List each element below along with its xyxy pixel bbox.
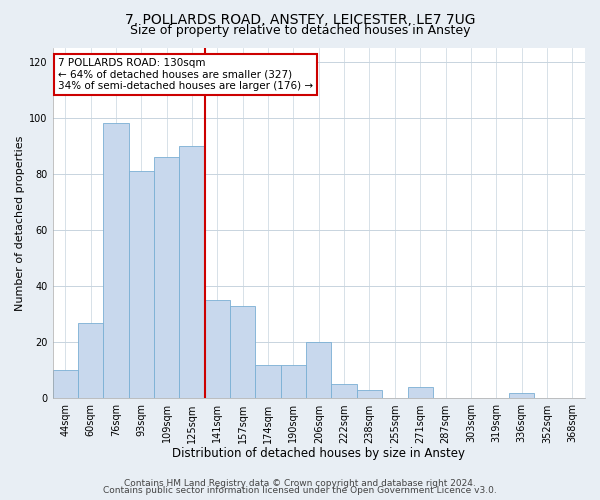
Bar	[78, 322, 103, 398]
Bar	[256, 365, 281, 398]
Bar	[103, 124, 128, 398]
Bar	[179, 146, 205, 399]
Text: Contains HM Land Registry data © Crown copyright and database right 2024.: Contains HM Land Registry data © Crown c…	[124, 478, 476, 488]
Bar	[281, 365, 306, 398]
Bar	[407, 387, 433, 398]
Text: Contains public sector information licensed under the Open Government Licence v3: Contains public sector information licen…	[103, 486, 497, 495]
Bar	[331, 384, 357, 398]
Bar	[509, 393, 534, 398]
Bar	[128, 171, 154, 398]
Bar	[205, 300, 230, 398]
Bar	[306, 342, 331, 398]
Bar	[230, 306, 256, 398]
Bar	[357, 390, 382, 398]
Bar	[154, 157, 179, 398]
X-axis label: Distribution of detached houses by size in Anstey: Distribution of detached houses by size …	[172, 447, 465, 460]
Text: 7 POLLARDS ROAD: 130sqm
← 64% of detached houses are smaller (327)
34% of semi-d: 7 POLLARDS ROAD: 130sqm ← 64% of detache…	[58, 58, 313, 91]
Bar	[53, 370, 78, 398]
Text: 7, POLLARDS ROAD, ANSTEY, LEICESTER, LE7 7UG: 7, POLLARDS ROAD, ANSTEY, LEICESTER, LE7…	[125, 12, 475, 26]
Y-axis label: Number of detached properties: Number of detached properties	[15, 136, 25, 310]
Text: Size of property relative to detached houses in Anstey: Size of property relative to detached ho…	[130, 24, 470, 37]
